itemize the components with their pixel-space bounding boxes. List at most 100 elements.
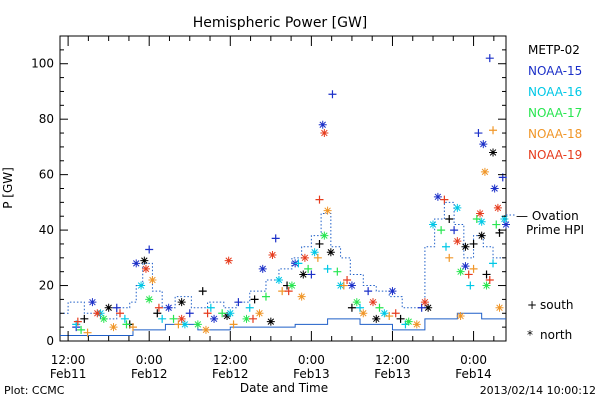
data-point-star bbox=[201, 325, 210, 334]
data-point-star bbox=[480, 167, 489, 176]
data-point-star bbox=[242, 314, 251, 323]
ovation-hpi-layer bbox=[60, 201, 506, 336]
data-point-star bbox=[164, 303, 173, 312]
data-point-star bbox=[388, 287, 397, 296]
series-noaa-17 bbox=[77, 215, 501, 334]
data-point-plus bbox=[248, 314, 257, 323]
data-point-star bbox=[380, 309, 389, 318]
data-point-star bbox=[210, 314, 219, 323]
data-point-plus bbox=[333, 267, 342, 276]
data-point-plus bbox=[271, 234, 280, 243]
data-point-star bbox=[320, 129, 329, 138]
data-point-plus bbox=[128, 323, 137, 332]
data-point-star bbox=[140, 256, 149, 265]
legend-entry: NOAA-19 bbox=[528, 148, 582, 162]
data-point-plus bbox=[304, 264, 313, 273]
data-point-plus bbox=[116, 309, 125, 318]
data-point-star bbox=[274, 276, 283, 284]
series-noaa-18 bbox=[83, 126, 504, 337]
data-point-plus bbox=[174, 320, 183, 329]
data-point-plus bbox=[482, 270, 491, 279]
data-point-plus bbox=[229, 320, 238, 329]
data-point-star bbox=[500, 215, 509, 223]
data-point-plus bbox=[385, 312, 394, 321]
y-tick-label: 0 bbox=[46, 334, 54, 348]
symbol-legend-label: north bbox=[540, 328, 572, 342]
data-point-star bbox=[180, 320, 189, 329]
legend-entry: NOAA-16 bbox=[528, 85, 582, 99]
data-point-star bbox=[310, 248, 319, 257]
data-point-plus bbox=[328, 90, 337, 99]
data-point-star bbox=[224, 256, 233, 265]
data-point-star bbox=[461, 242, 470, 251]
data-point-plus bbox=[364, 287, 373, 296]
data-point-plus bbox=[250, 295, 259, 304]
ovation-legend-line2: Prime HPI bbox=[526, 223, 584, 237]
data-point-star bbox=[148, 276, 157, 284]
data-point-plus bbox=[83, 328, 92, 337]
data-point-star bbox=[493, 203, 502, 212]
data-point-plus bbox=[469, 239, 478, 248]
data-point-plus bbox=[492, 220, 501, 229]
symbol-legend-marker: * bbox=[527, 328, 533, 342]
data-point-star bbox=[132, 259, 141, 268]
x-tick-label-time: 0:00 bbox=[460, 353, 487, 367]
data-point-plus bbox=[218, 309, 227, 318]
x-tick-label-time: 12:00 bbox=[51, 353, 86, 367]
data-point-plus bbox=[347, 303, 356, 312]
x-tick-label-date: Feb13 bbox=[293, 367, 330, 381]
data-point-plus bbox=[206, 303, 215, 312]
x-tick-label-date: Feb11 bbox=[50, 367, 87, 381]
data-point-star bbox=[477, 231, 486, 240]
y-tick-label: 60 bbox=[39, 168, 54, 182]
y-axis-label: P [GW] bbox=[1, 167, 15, 209]
data-point-plus bbox=[440, 195, 449, 204]
data-point-star bbox=[490, 184, 499, 193]
x-tick-label-time: 12:00 bbox=[213, 353, 248, 367]
data-point-star bbox=[326, 248, 335, 257]
data-point-plus bbox=[464, 270, 473, 279]
data-point-plus bbox=[474, 129, 483, 138]
data-point-star bbox=[320, 231, 329, 240]
x-axis: 12:00Feb110:00Feb1212:00Feb120:00Feb1312… bbox=[50, 36, 495, 381]
data-point-plus bbox=[80, 314, 89, 323]
data-point-plus bbox=[466, 281, 475, 290]
data-point-star bbox=[223, 312, 232, 321]
data-point-star bbox=[258, 264, 267, 273]
data-point-plus bbox=[154, 303, 163, 312]
data-point-star bbox=[502, 220, 510, 229]
data-point-plus bbox=[375, 303, 384, 312]
data-point-plus bbox=[120, 314, 129, 323]
data-point-star bbox=[489, 148, 498, 157]
ovation-legend-line1: — Ovation bbox=[516, 209, 579, 223]
plot-credit: Plot: CCMC bbox=[4, 384, 65, 397]
data-point-plus bbox=[323, 264, 332, 273]
data-point-plus bbox=[489, 126, 498, 135]
data-point-plus bbox=[294, 259, 303, 268]
data-point-star bbox=[104, 303, 113, 312]
data-point-star bbox=[323, 206, 332, 215]
data-point-plus bbox=[122, 320, 131, 329]
x-tick-label-time: 12:00 bbox=[375, 353, 410, 367]
data-point-plus bbox=[313, 253, 322, 262]
legend-entry: NOAA-17 bbox=[528, 106, 582, 120]
ovation-hpi-upper-curve bbox=[60, 201, 506, 320]
data-point-plus bbox=[356, 303, 365, 312]
y-tick-label: 40 bbox=[39, 223, 54, 237]
data-point-star bbox=[424, 303, 433, 312]
data-point-star bbox=[482, 281, 491, 290]
y-tick-label: 20 bbox=[39, 279, 54, 293]
data-point-star bbox=[369, 298, 378, 307]
data-point-star bbox=[299, 270, 308, 279]
series-noaa-19 bbox=[73, 129, 502, 326]
series-noaa-15 bbox=[72, 54, 510, 332]
data-point-star bbox=[359, 309, 368, 318]
data-point-star bbox=[88, 298, 97, 307]
data-point-plus bbox=[489, 259, 498, 268]
data-point-plus bbox=[77, 325, 86, 334]
data-point-star bbox=[453, 203, 462, 212]
data-point-star bbox=[297, 292, 306, 301]
data-point-plus bbox=[441, 242, 450, 251]
data-point-plus bbox=[284, 287, 293, 296]
data-point-plus bbox=[472, 215, 481, 223]
